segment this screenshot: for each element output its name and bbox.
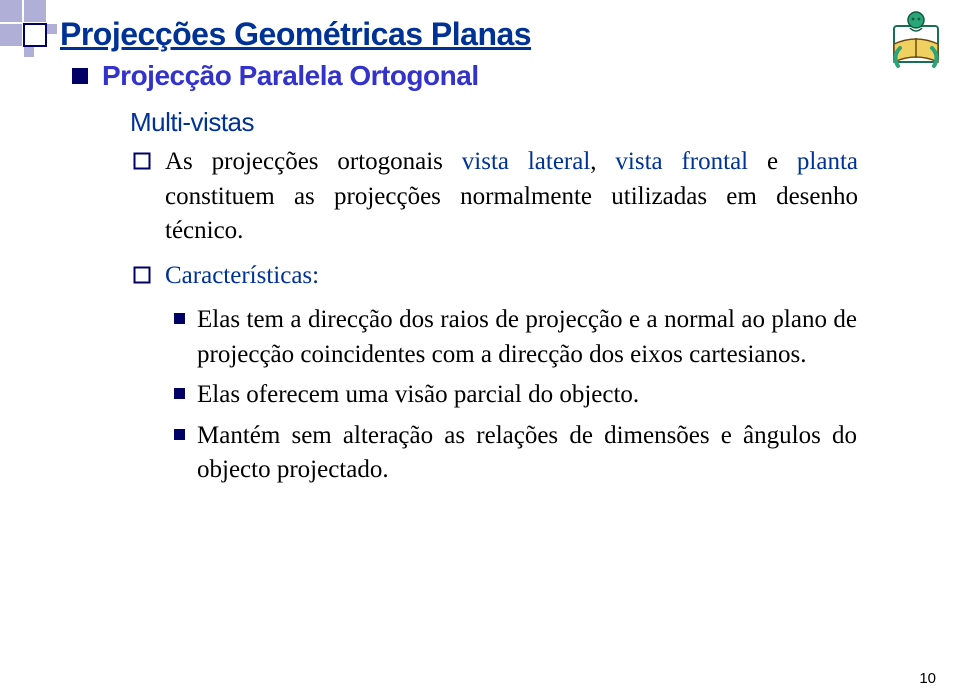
sub-item: Elas oferecem uma visão parcial do objec… <box>174 378 858 413</box>
sub-text: Mantém sem alteração as relações de dime… <box>197 419 857 488</box>
body-block: As projecções ortogonais vista lateral, … <box>133 145 858 494</box>
page-title: Projecções Geométricas Planas <box>60 16 531 53</box>
square-bullet-small-icon <box>174 313 185 324</box>
sub-text: Elas oferecem uma visão parcial do objec… <box>197 378 857 413</box>
sub-list: Elas tem a direcção dos raios de projecç… <box>174 303 858 488</box>
subtitle-row: Projecção Paralela Ortogonal <box>72 60 479 92</box>
hollow-square-bullet-icon <box>133 152 151 170</box>
sub-text: Elas tem a direcção dos raios de projecç… <box>197 303 857 372</box>
corner-ornament <box>0 0 60 60</box>
body-text: Características: <box>165 259 319 294</box>
reading-icon <box>888 10 944 79</box>
square-bullet-small-icon <box>174 429 185 440</box>
hollow-square-bullet-icon <box>133 266 151 284</box>
page-number: 10 <box>919 670 936 687</box>
subtitle: Projecção Paralela Ortogonal <box>102 60 479 92</box>
body-text: As projecções ortogonais vista lateral, … <box>165 145 858 249</box>
square-bullet-icon <box>72 68 88 84</box>
square-bullet-small-icon <box>174 388 185 399</box>
sub-item: Elas tem a direcção dos raios de projecç… <box>174 303 858 372</box>
sub-heading: Multi-vistas <box>130 107 254 138</box>
sub-item: Mantém sem alteração as relações de dime… <box>174 419 858 488</box>
body-item: As projecções ortogonais vista lateral, … <box>133 145 858 249</box>
slide-root: Projecções Geométricas Planas Projecção … <box>0 0 960 697</box>
body-item: Características: <box>133 259 858 294</box>
